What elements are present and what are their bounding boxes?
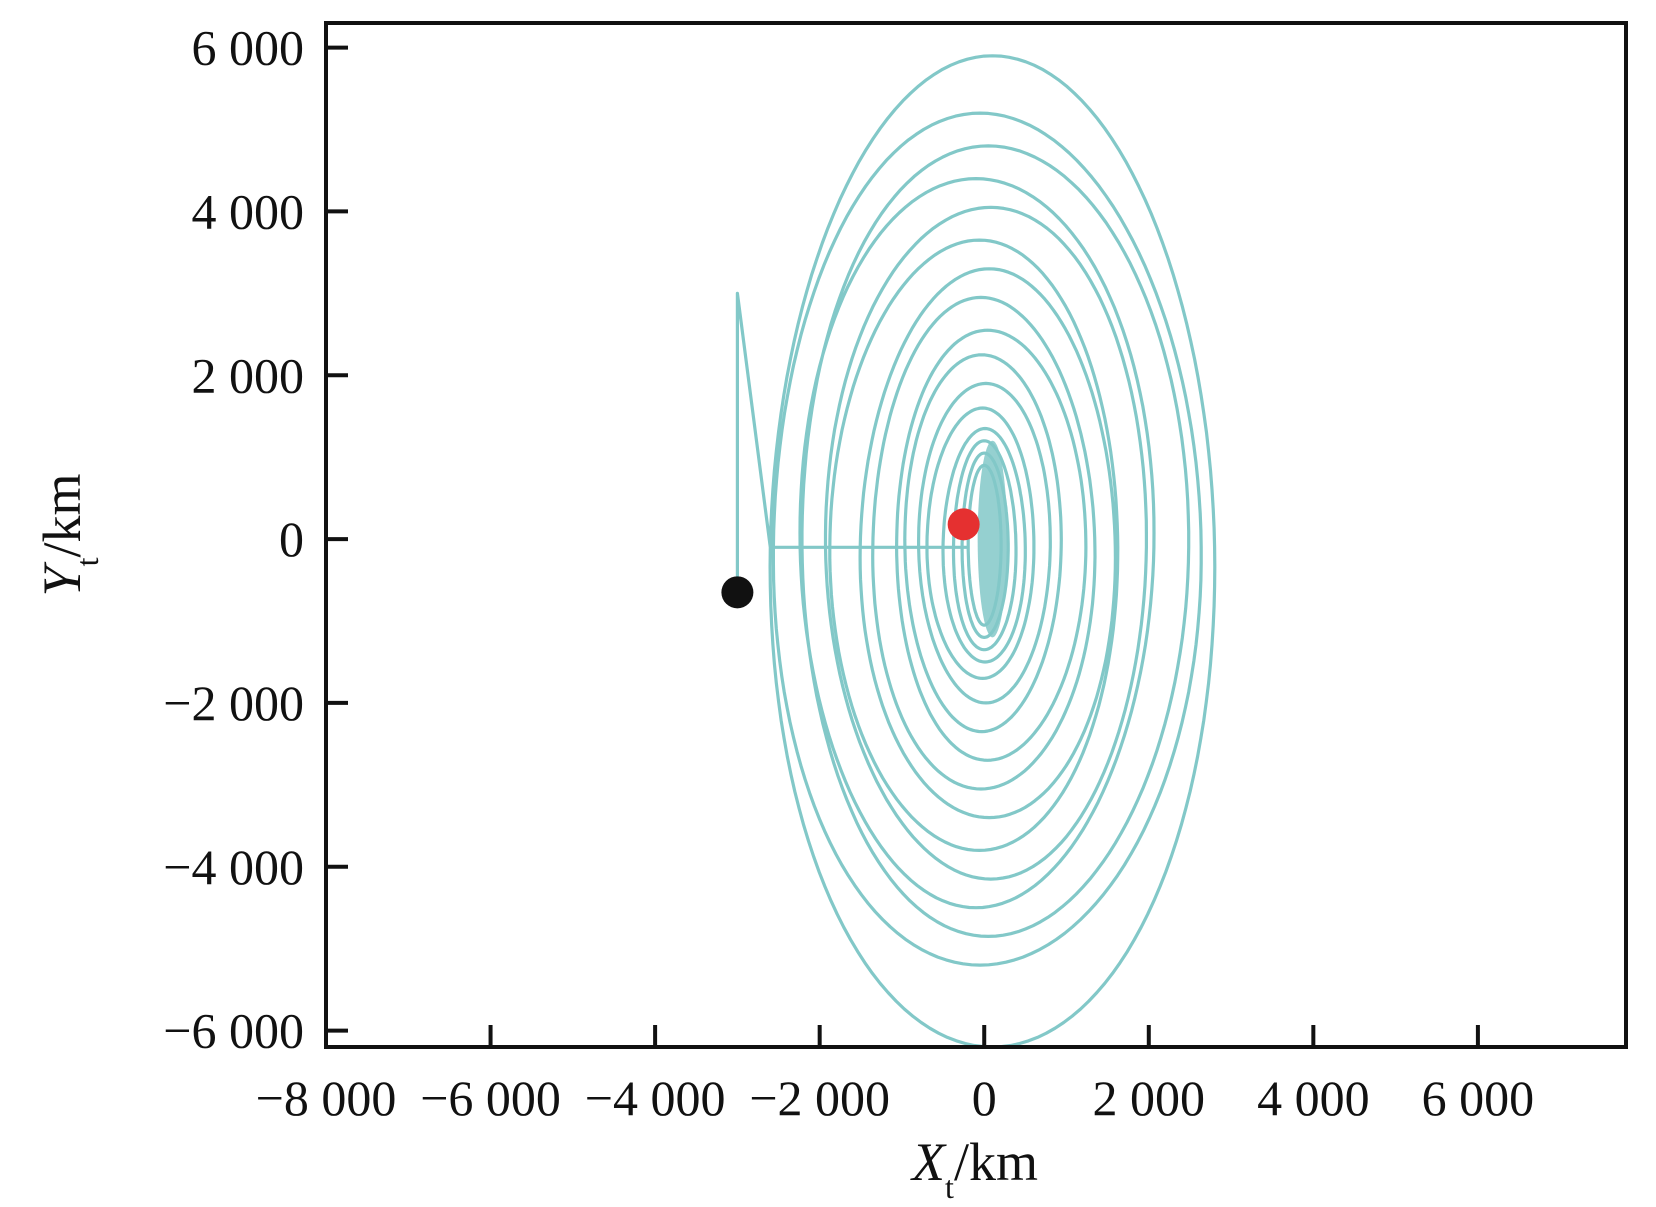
y-tick-label: −2 000 xyxy=(163,675,304,731)
y-tick-label: −6 000 xyxy=(163,1003,304,1059)
y-tick-label: 2 000 xyxy=(192,347,305,403)
x-tick-label: −2 000 xyxy=(749,1070,890,1126)
x-tick-label: 2 000 xyxy=(1093,1070,1206,1126)
x-tick-label: −6 000 xyxy=(420,1070,561,1126)
trajectory-core xyxy=(977,440,1008,638)
y-tick-label: 0 xyxy=(279,511,304,567)
y-tick-label: −4 000 xyxy=(163,839,304,895)
start-marker xyxy=(721,576,754,609)
x-tick-label: 6 000 xyxy=(1422,1070,1535,1126)
axis-ticks xyxy=(324,45,1480,1047)
x-tick-label: −8 000 xyxy=(256,1070,397,1126)
x-tick-label: 4 000 xyxy=(1257,1070,1370,1126)
x-axis-title: Xt/km xyxy=(910,1132,1038,1205)
trajectory-line xyxy=(735,54,1217,1049)
y-tick-label: 4 000 xyxy=(192,183,305,239)
tick-labels: −8 000 −6 000 −4 000 −2 000 0 2 000 4 000 6 000… xyxy=(163,20,1534,1126)
plot-area xyxy=(721,54,1217,1049)
target-marker xyxy=(947,508,980,541)
y-tick-label: 6 000 xyxy=(192,20,305,76)
x-tick-label: −4 000 xyxy=(585,1070,726,1126)
y-axis-title: Yt/km xyxy=(32,474,105,597)
plot-frame xyxy=(324,21,1628,1049)
x-tick-label: 0 xyxy=(972,1070,997,1126)
